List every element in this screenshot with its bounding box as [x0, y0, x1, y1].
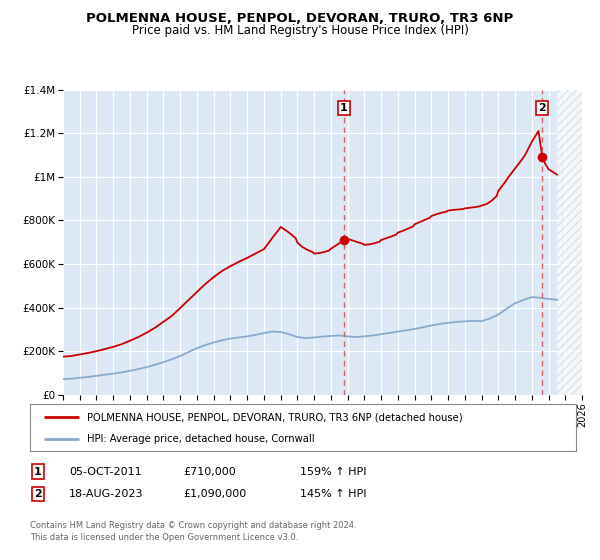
Text: £1,090,000: £1,090,000 [183, 489, 246, 499]
Text: POLMENNA HOUSE, PENPOL, DEVORAN, TRURO, TR3 6NP: POLMENNA HOUSE, PENPOL, DEVORAN, TRURO, … [86, 12, 514, 25]
Bar [557, 90, 582, 395]
Text: 05-OCT-2011: 05-OCT-2011 [69, 466, 142, 477]
Text: Contains HM Land Registry data © Crown copyright and database right 2024.: Contains HM Land Registry data © Crown c… [30, 521, 356, 530]
Text: 2: 2 [34, 489, 41, 499]
Text: HPI: Average price, detached house, Cornwall: HPI: Average price, detached house, Corn… [88, 434, 315, 444]
Text: POLMENNA HOUSE, PENPOL, DEVORAN, TRURO, TR3 6NP (detached house): POLMENNA HOUSE, PENPOL, DEVORAN, TRURO, … [88, 412, 463, 422]
Text: £710,000: £710,000 [183, 466, 236, 477]
Text: 2: 2 [538, 104, 546, 113]
Bar [557, 90, 582, 395]
Text: 1: 1 [340, 104, 347, 113]
Text: 159% ↑ HPI: 159% ↑ HPI [300, 466, 367, 477]
Text: This data is licensed under the Open Government Licence v3.0.: This data is licensed under the Open Gov… [30, 533, 298, 542]
Text: 18-AUG-2023: 18-AUG-2023 [69, 489, 143, 499]
Text: 1: 1 [34, 466, 41, 477]
Text: 145% ↑ HPI: 145% ↑ HPI [300, 489, 367, 499]
Text: Price paid vs. HM Land Registry's House Price Index (HPI): Price paid vs. HM Land Registry's House … [131, 24, 469, 37]
